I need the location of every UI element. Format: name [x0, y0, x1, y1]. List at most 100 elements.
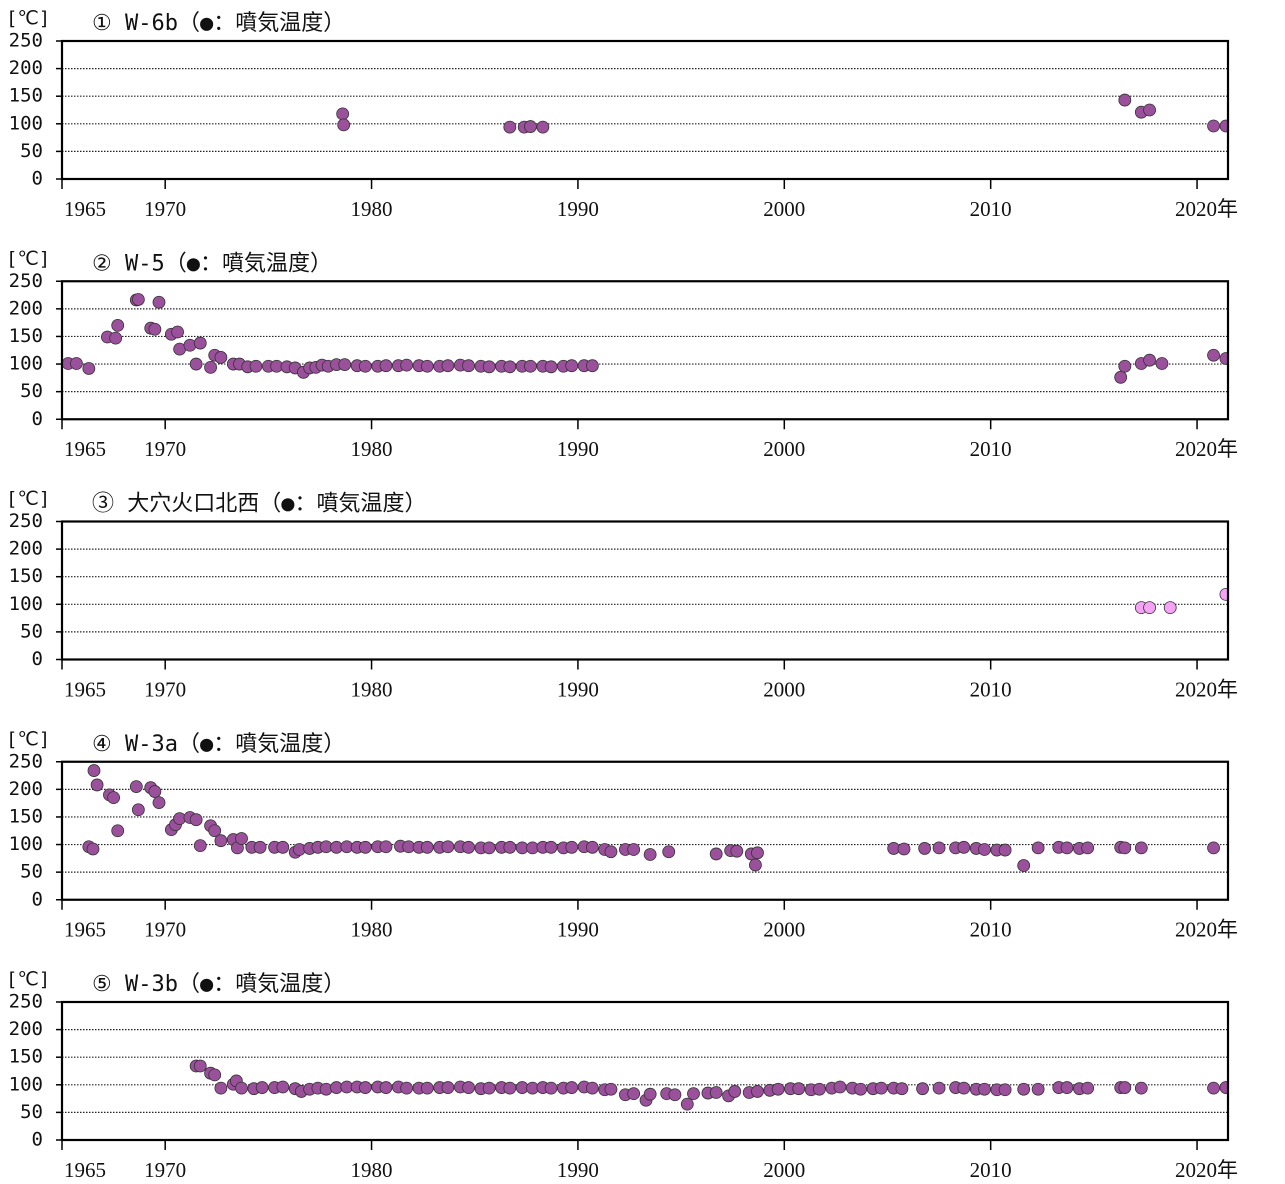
- x-tick-label: 1965: [64, 677, 106, 701]
- data-point: [111, 824, 125, 838]
- y-tick-label: 100: [9, 1073, 43, 1095]
- y-tick-label: 250: [9, 991, 43, 1013]
- data-point: [728, 1085, 742, 1098]
- data-point: [1060, 841, 1074, 855]
- data-point: [204, 360, 217, 374]
- data-point: [565, 840, 579, 854]
- data-point: [627, 843, 641, 856]
- y-tick-label: 0: [32, 648, 43, 670]
- data-point: [1060, 1081, 1074, 1094]
- data-point: [1017, 1082, 1031, 1096]
- plot-frame: [60, 1000, 1230, 1142]
- data-point: [751, 1085, 764, 1098]
- data-point: [662, 845, 676, 859]
- x-tick-label: 1990: [557, 437, 599, 461]
- y-tick-label: 150: [9, 805, 43, 827]
- data-point: [193, 839, 207, 853]
- data-point: [585, 359, 599, 373]
- data-point: [482, 841, 496, 855]
- data-point: [193, 1059, 207, 1073]
- points: [82, 764, 1220, 872]
- data-point: [1219, 352, 1228, 365]
- data-point: [957, 1081, 971, 1095]
- y-tick-label: 50: [20, 620, 43, 642]
- y-tick-label: 0: [32, 888, 43, 910]
- data-point: [565, 1081, 579, 1094]
- x-tick-label: 1990: [557, 918, 599, 942]
- y-tick-label: 100: [9, 833, 43, 855]
- data-point: [441, 840, 455, 854]
- data-point: [918, 842, 932, 855]
- x-tick-label: 2020年: [1175, 677, 1238, 701]
- data-point: [189, 813, 203, 827]
- data-point: [1118, 1081, 1132, 1094]
- data-point: [276, 1080, 290, 1094]
- points: [189, 1059, 1228, 1111]
- data-point: [462, 359, 475, 373]
- data-point: [1163, 601, 1177, 615]
- data-point: [462, 840, 475, 854]
- data-point: [627, 1087, 641, 1101]
- data-point: [1031, 1082, 1045, 1096]
- x-tick-label: 1980: [351, 1158, 393, 1182]
- x-tick-label: 2020年: [1175, 437, 1238, 461]
- data-point: [358, 359, 372, 373]
- y-tick-label: 100: [9, 353, 43, 375]
- x-tick-label: 1990: [557, 1158, 599, 1182]
- y-tick-label: 200: [9, 297, 43, 319]
- x-tick-label: 1980: [351, 677, 393, 701]
- data-point: [585, 840, 599, 854]
- y-tick-label: 200: [9, 778, 43, 800]
- data-point: [957, 840, 971, 854]
- data-point: [1219, 1081, 1228, 1094]
- data-point: [379, 840, 393, 854]
- data-point: [111, 319, 125, 332]
- data-point: [833, 1080, 847, 1094]
- data-point: [249, 359, 263, 373]
- x-tick-label: 1970: [144, 918, 186, 942]
- panel: [℃] ④ W-3a（●：噴気温度） 0 50 100 150 200 250 1965 1970…: [6, 728, 1238, 941]
- data-point: [751, 846, 764, 860]
- data-point: [1143, 103, 1156, 117]
- data-point: [441, 1081, 455, 1094]
- x-tick-label: 2010: [970, 437, 1012, 461]
- panel-title: ④ W-3a（●：噴気温度）: [92, 732, 345, 757]
- data-point: [503, 1081, 517, 1095]
- data-point: [482, 360, 496, 374]
- data-point: [932, 1081, 946, 1095]
- data-point: [152, 295, 166, 309]
- data-point: [916, 1082, 929, 1096]
- y-tick-label: 0: [32, 408, 43, 430]
- y-tick-label: 200: [9, 57, 43, 79]
- data-point: [1114, 370, 1128, 384]
- data-point: [604, 1082, 618, 1096]
- y-tick-label: 100: [9, 593, 43, 615]
- data-point: [86, 842, 100, 856]
- x-tick-label: 1965: [64, 1158, 106, 1182]
- data-point: [680, 1097, 694, 1111]
- data-point: [208, 824, 222, 838]
- data-point: [1134, 841, 1148, 855]
- data-point: [1118, 93, 1132, 107]
- x-tick-label: 1980: [351, 197, 393, 221]
- data-point: [771, 1082, 785, 1096]
- data-point: [235, 1081, 248, 1095]
- panel: [℃] ② W-5（●：噴気温度） 0 50 100 150 200 250 1965 1970 1…: [6, 248, 1238, 461]
- x-tick-label: 1970: [144, 677, 186, 701]
- data-point: [441, 359, 455, 373]
- data-point: [148, 322, 162, 336]
- data-point: [503, 360, 517, 374]
- data-point: [1143, 353, 1156, 367]
- plot-frame: [60, 39, 1230, 181]
- data-point: [235, 832, 248, 845]
- panel: [℃] ⑤ W-3b（●：噴気温度） 0 50 100 150 200 250 1965 1970…: [6, 969, 1238, 1182]
- data-point: [998, 843, 1012, 857]
- data-point: [171, 325, 184, 339]
- x-tick-label: 1970: [144, 437, 186, 461]
- data-point: [1219, 119, 1228, 133]
- data-point: [214, 351, 228, 364]
- data-point: [482, 1081, 496, 1095]
- data-point: [874, 1081, 888, 1095]
- data-point: [1207, 1081, 1220, 1095]
